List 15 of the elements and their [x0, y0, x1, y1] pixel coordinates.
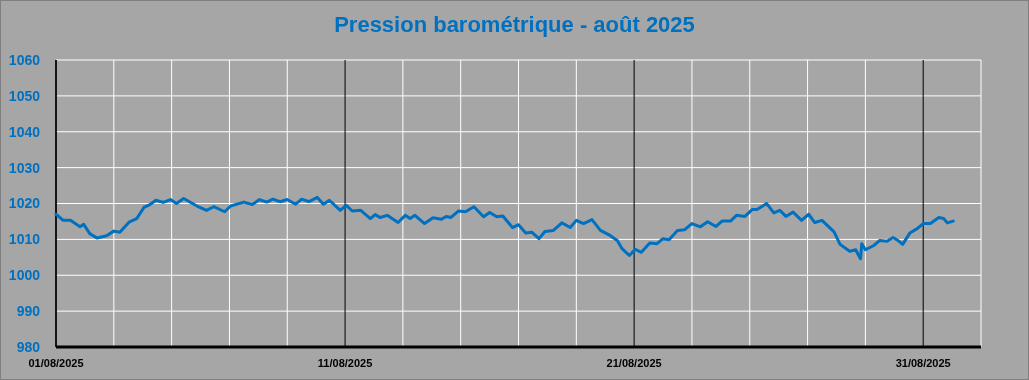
y-tick-label: 1010 — [8, 231, 41, 248]
x-tick-label: 31/08/2025 — [895, 357, 951, 369]
y-tick-label: 1060 — [8, 51, 41, 68]
x-tick-label: 01/08/2025 — [28, 357, 84, 369]
x-tick-label: 21/08/2025 — [606, 357, 662, 369]
y-tick-label: 990 — [16, 303, 41, 320]
chart-title: Pression barométrique - août 2025 — [334, 12, 695, 37]
y-tick-label: 1050 — [8, 87, 41, 104]
y-tick-label: 1040 — [8, 123, 41, 140]
x-tick-label: 11/08/2025 — [317, 357, 373, 369]
y-tick-label: 1030 — [8, 159, 41, 176]
line-series — [54, 195, 955, 261]
y-tick-label: 980 — [16, 338, 41, 355]
y-tick-label: 1020 — [8, 195, 41, 212]
y-tick-label: 1000 — [8, 267, 41, 284]
